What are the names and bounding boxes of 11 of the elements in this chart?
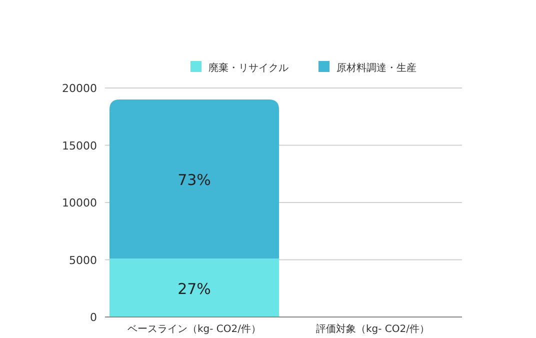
legend-label: 廃棄・リサイクル (208, 62, 288, 74)
annotation: 73% (178, 171, 211, 190)
y-tick-label: 5000 (69, 254, 97, 267)
legend-label: 原材料調達・生産 (336, 62, 416, 74)
y-tick-label: 0 (90, 311, 97, 324)
x-tick-label: 評価対象（kg- CO2/件） (316, 323, 430, 335)
annotation: 27% (178, 280, 211, 298)
x-tick-label: ベースライン（kg- CO2/件） (127, 324, 262, 335)
y-tick-label: 20000 (62, 82, 97, 95)
y-tick-label: 10000 (62, 196, 97, 210)
y-tick-label: 15000 (62, 139, 97, 152)
